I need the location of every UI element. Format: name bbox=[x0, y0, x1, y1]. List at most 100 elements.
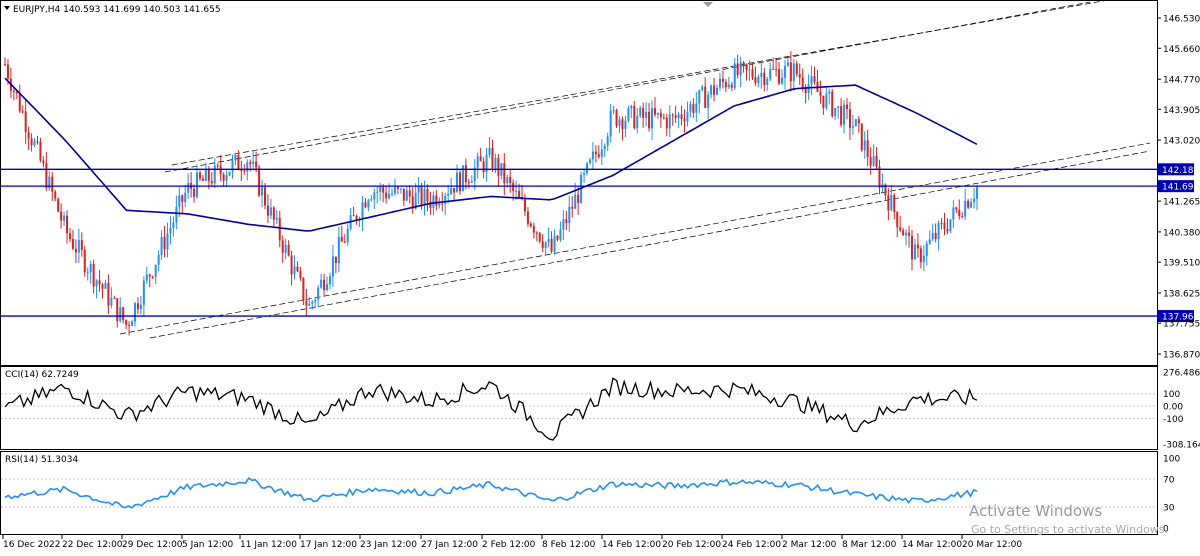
candle-body bbox=[104, 282, 107, 289]
candle bbox=[299, 266, 302, 281]
candle bbox=[284, 238, 287, 260]
candle bbox=[204, 162, 207, 182]
candle-body bbox=[970, 202, 973, 208]
candle-body bbox=[175, 206, 178, 223]
candle-body bbox=[928, 239, 931, 244]
candle-body bbox=[314, 299, 317, 302]
candle-body bbox=[219, 165, 222, 175]
candle-body bbox=[68, 233, 71, 239]
level-tag[interactable] bbox=[1158, 163, 1194, 176]
candle-body bbox=[296, 266, 299, 272]
candle-body bbox=[724, 81, 727, 88]
candle bbox=[594, 145, 597, 163]
price-axis-label: 144.770 bbox=[1163, 76, 1200, 86]
candle bbox=[201, 174, 204, 181]
candle-body bbox=[234, 154, 237, 161]
candle bbox=[113, 295, 116, 299]
candle-body bbox=[376, 191, 379, 193]
candle-body bbox=[367, 200, 370, 208]
candle bbox=[819, 80, 822, 104]
candle-body bbox=[385, 192, 388, 199]
candle-body bbox=[754, 77, 757, 84]
time-axis-label: 16 Dec 2022 bbox=[3, 540, 61, 550]
candle-body bbox=[479, 156, 482, 162]
candle-body bbox=[730, 84, 733, 88]
candle-body bbox=[662, 117, 665, 119]
scroll-marker-icon[interactable] bbox=[703, 2, 713, 7]
candle bbox=[343, 234, 346, 244]
candle bbox=[952, 200, 955, 228]
level-tag[interactable] bbox=[1158, 180, 1194, 193]
level-tag-label: 141.696 bbox=[1162, 183, 1199, 193]
level-tag[interactable] bbox=[1158, 310, 1194, 323]
time-axis-label: 8 Feb 12:00 bbox=[542, 540, 596, 550]
candle bbox=[391, 188, 394, 197]
cci-panel[interactable] bbox=[0, 366, 1158, 450]
candle-body bbox=[30, 138, 33, 145]
candle-body bbox=[674, 115, 677, 119]
candle-body bbox=[157, 254, 160, 265]
candle-body bbox=[851, 126, 854, 128]
candle bbox=[326, 276, 329, 292]
candle-body bbox=[964, 200, 967, 217]
candle-body bbox=[934, 233, 937, 240]
candle-body bbox=[863, 140, 866, 151]
candle-body bbox=[323, 279, 326, 291]
candle bbox=[396, 185, 399, 195]
candle bbox=[730, 81, 733, 92]
candle-body bbox=[417, 186, 420, 193]
candle bbox=[246, 159, 249, 181]
candle-body bbox=[911, 235, 914, 260]
candle-body bbox=[571, 206, 574, 209]
candle-body bbox=[689, 104, 692, 112]
price-axis-label: 138.625 bbox=[1163, 289, 1200, 299]
candle bbox=[822, 95, 825, 115]
candle bbox=[305, 288, 308, 316]
candle-body bbox=[198, 172, 201, 179]
candle-body bbox=[86, 272, 89, 274]
candle bbox=[367, 198, 370, 212]
candle-body bbox=[515, 190, 518, 192]
candle-body bbox=[878, 166, 881, 188]
candle bbox=[57, 197, 60, 213]
candle bbox=[718, 72, 721, 91]
dropdown-arrow-icon[interactable] bbox=[4, 6, 10, 10]
candle bbox=[588, 157, 591, 165]
candle bbox=[783, 60, 786, 90]
horizontal-levels[interactable] bbox=[0, 168, 1157, 317]
candle-body bbox=[435, 195, 438, 206]
candle-body bbox=[630, 106, 633, 109]
candle-body bbox=[751, 69, 754, 78]
candle-body bbox=[763, 72, 766, 85]
candle bbox=[86, 267, 89, 281]
candle bbox=[792, 58, 795, 91]
candle bbox=[122, 306, 125, 324]
candle bbox=[426, 184, 429, 212]
candle bbox=[757, 74, 760, 88]
candle bbox=[636, 108, 639, 134]
candle bbox=[665, 114, 668, 137]
rsi-panel[interactable] bbox=[0, 451, 1158, 535]
candle-body bbox=[293, 266, 296, 275]
candle bbox=[364, 198, 367, 209]
main-price-panel[interactable] bbox=[0, 0, 1158, 366]
candle bbox=[45, 151, 48, 192]
candle-body bbox=[789, 62, 792, 82]
candle-body bbox=[281, 240, 284, 253]
candle-body bbox=[526, 211, 529, 224]
candle-body bbox=[591, 151, 594, 160]
candle bbox=[80, 232, 83, 257]
candle-body bbox=[680, 114, 683, 119]
candle bbox=[656, 112, 659, 119]
candle-body bbox=[656, 112, 659, 115]
candle bbox=[639, 105, 642, 119]
candle-body bbox=[967, 200, 970, 208]
candle bbox=[565, 211, 568, 231]
candle-body bbox=[453, 188, 456, 193]
candle-body bbox=[142, 280, 145, 305]
candle bbox=[733, 58, 736, 91]
candle-body bbox=[346, 228, 349, 243]
time-axis-label: 24 Feb 12:00 bbox=[722, 540, 781, 550]
